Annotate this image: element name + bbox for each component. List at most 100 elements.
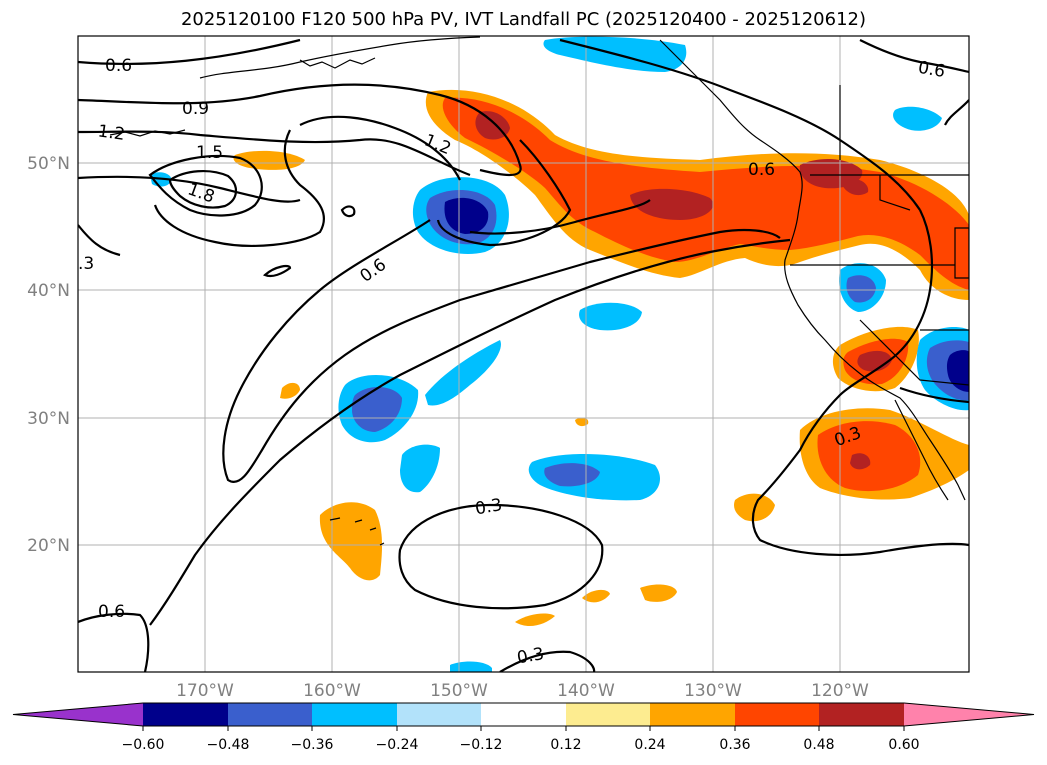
lon-tick-150w: 150°W — [430, 681, 488, 701]
contour-1.2-west — [78, 130, 471, 177]
na-west-coast — [659, 39, 966, 501]
contour-label-1.2-w: 1.2 — [97, 121, 127, 145]
contour-tiny-2 — [262, 264, 292, 278]
colorbar-tick-5: 0.12 — [550, 737, 581, 753]
contour-tiny-1 — [340, 205, 356, 218]
cool-center-navy — [444, 197, 489, 234]
colorbar-under-arrow — [13, 703, 143, 726]
contour-0.3-east — [751, 209, 969, 556]
warm-ca-core — [857, 350, 892, 372]
contour-label-0.6-tr: 0.6 — [916, 58, 946, 82]
pv-contours — [78, 38, 969, 672]
warm-patch-3 — [640, 584, 677, 602]
state-border-ca — [859, 319, 969, 386]
warm-baja-core — [850, 453, 871, 470]
contour-0.6-ne — [559, 38, 921, 211]
contour-cyclone-tail — [469, 199, 651, 235]
contour-0.6-main — [222, 219, 781, 483]
contour-outer-w — [78, 175, 301, 203]
warm-core-1 — [475, 111, 510, 140]
cool-pac-2 — [425, 340, 501, 406]
contour-1.2-loop — [153, 129, 326, 247]
cool-ca-royal — [846, 275, 876, 303]
longitude-ticks: 170°W 160°W 150°W 140°W 130°W 120°W — [176, 681, 869, 701]
contour-label-1.5: 1.5 — [196, 143, 223, 163]
contour-0.6-top-right — [859, 39, 969, 74]
contour-0.9 — [78, 83, 522, 177]
cool-pac-3 — [400, 444, 440, 493]
warm-patch-6 — [575, 417, 589, 427]
contour-1.5 — [148, 154, 263, 217]
contour-1.8 — [168, 170, 237, 209]
positive-ivt-shading — [233, 89, 969, 627]
warm-patch-5 — [515, 613, 555, 627]
colorbar-seg-light — [397, 703, 481, 726]
hawaii-islands — [329, 517, 385, 546]
lon-tick-130w: 130°W — [684, 681, 742, 701]
colorbar-tick-1: −0.48 — [207, 737, 250, 753]
contour-east-inner — [899, 386, 969, 404]
cool-bottom — [450, 661, 492, 672]
contour-label-0.3-edge: .3 — [78, 254, 94, 274]
warm-core-2 — [630, 188, 714, 220]
warm-band-red — [442, 97, 969, 290]
colorbar-tick-4: −0.12 — [460, 737, 503, 753]
warm-core-4 — [840, 178, 869, 196]
contour-0.6-sw — [78, 612, 150, 672]
contour-0.3-south — [398, 503, 604, 610]
lon-tick-120w: 120°W — [811, 681, 869, 701]
contour-label-0.6-nw: 0.6 — [105, 56, 132, 76]
colorbar-seg-redorange — [735, 703, 819, 726]
contour-0.3-main — [149, 238, 791, 626]
colorbar-seg-royal — [228, 703, 312, 726]
warm-patch-4 — [582, 589, 610, 603]
lat-tick-50n: 50°N — [27, 154, 70, 174]
latitude-ticks: 50°N 40°N 30°N 20°N — [27, 154, 70, 556]
contour-label-0.6-ne: 0.6 — [748, 160, 775, 180]
cool-pac-1-royal — [352, 387, 402, 432]
colorbar-tick-9: 0.60 — [888, 737, 919, 753]
contour-label-0.9: 0.9 — [182, 99, 209, 119]
alaska-coast — [199, 36, 481, 79]
lon-tick-140w: 140°W — [557, 681, 615, 701]
colorbar-seg-sky — [312, 703, 397, 726]
coastlines — [109, 36, 969, 546]
contour-label-0.3-b: 0.3 — [515, 644, 545, 668]
cool-ne — [893, 106, 942, 131]
lat-tick-40n: 40°N — [27, 281, 70, 301]
colorbar-seg-navy — [143, 703, 228, 726]
contour-cyclone — [436, 139, 572, 247]
baja-coast — [894, 399, 949, 501]
colorbar-over-arrow — [904, 703, 1034, 726]
contour-0.3-w — [78, 224, 121, 257]
warm-hawaii — [319, 502, 383, 581]
map-title: 2025120100 F120 500 hPa PV, IVT Landfall… — [180, 9, 867, 30]
cool-mid — [579, 302, 642, 331]
colorbar-tick-6: 0.24 — [634, 737, 665, 753]
map-frame — [77, 35, 970, 673]
warm-baja-red — [817, 421, 921, 492]
lat-tick-20n: 20°N — [27, 536, 70, 556]
colorbar-tick-7: 0.36 — [719, 737, 750, 753]
lat-tick-30n: 30°N — [27, 409, 70, 429]
contour-0.3-bottom — [499, 650, 596, 672]
state-border-id — [879, 175, 911, 211]
lon-tick-170w: 170°W — [176, 681, 234, 701]
colorbar-tick-0: −0.60 — [122, 737, 165, 753]
contour-edge-r — [944, 99, 969, 126]
colorbar-seg-firebrick — [819, 703, 904, 726]
contour-label-0.3-s: 0.3 — [474, 495, 504, 519]
colorbar-tick-8: 0.48 — [803, 737, 834, 753]
contour-upper-loop — [299, 115, 461, 181]
warm-patch-small — [280, 382, 300, 399]
lon-tick-160w: 160°W — [303, 681, 361, 701]
colorbar-tick-3: −0.24 — [376, 737, 419, 753]
colorbar-seg-yellow — [566, 703, 650, 726]
state-box — [954, 227, 969, 279]
alaska-islands — [299, 57, 376, 69]
colorbar-tick-2: −0.36 — [291, 737, 334, 753]
colorbar: −0.60 −0.48 −0.36 −0.24 −0.12 0.12 0.24 … — [12, 702, 1035, 753]
colorbar-seg-orange — [650, 703, 735, 726]
contour-label-0.6-sw: 0.6 — [98, 602, 125, 622]
